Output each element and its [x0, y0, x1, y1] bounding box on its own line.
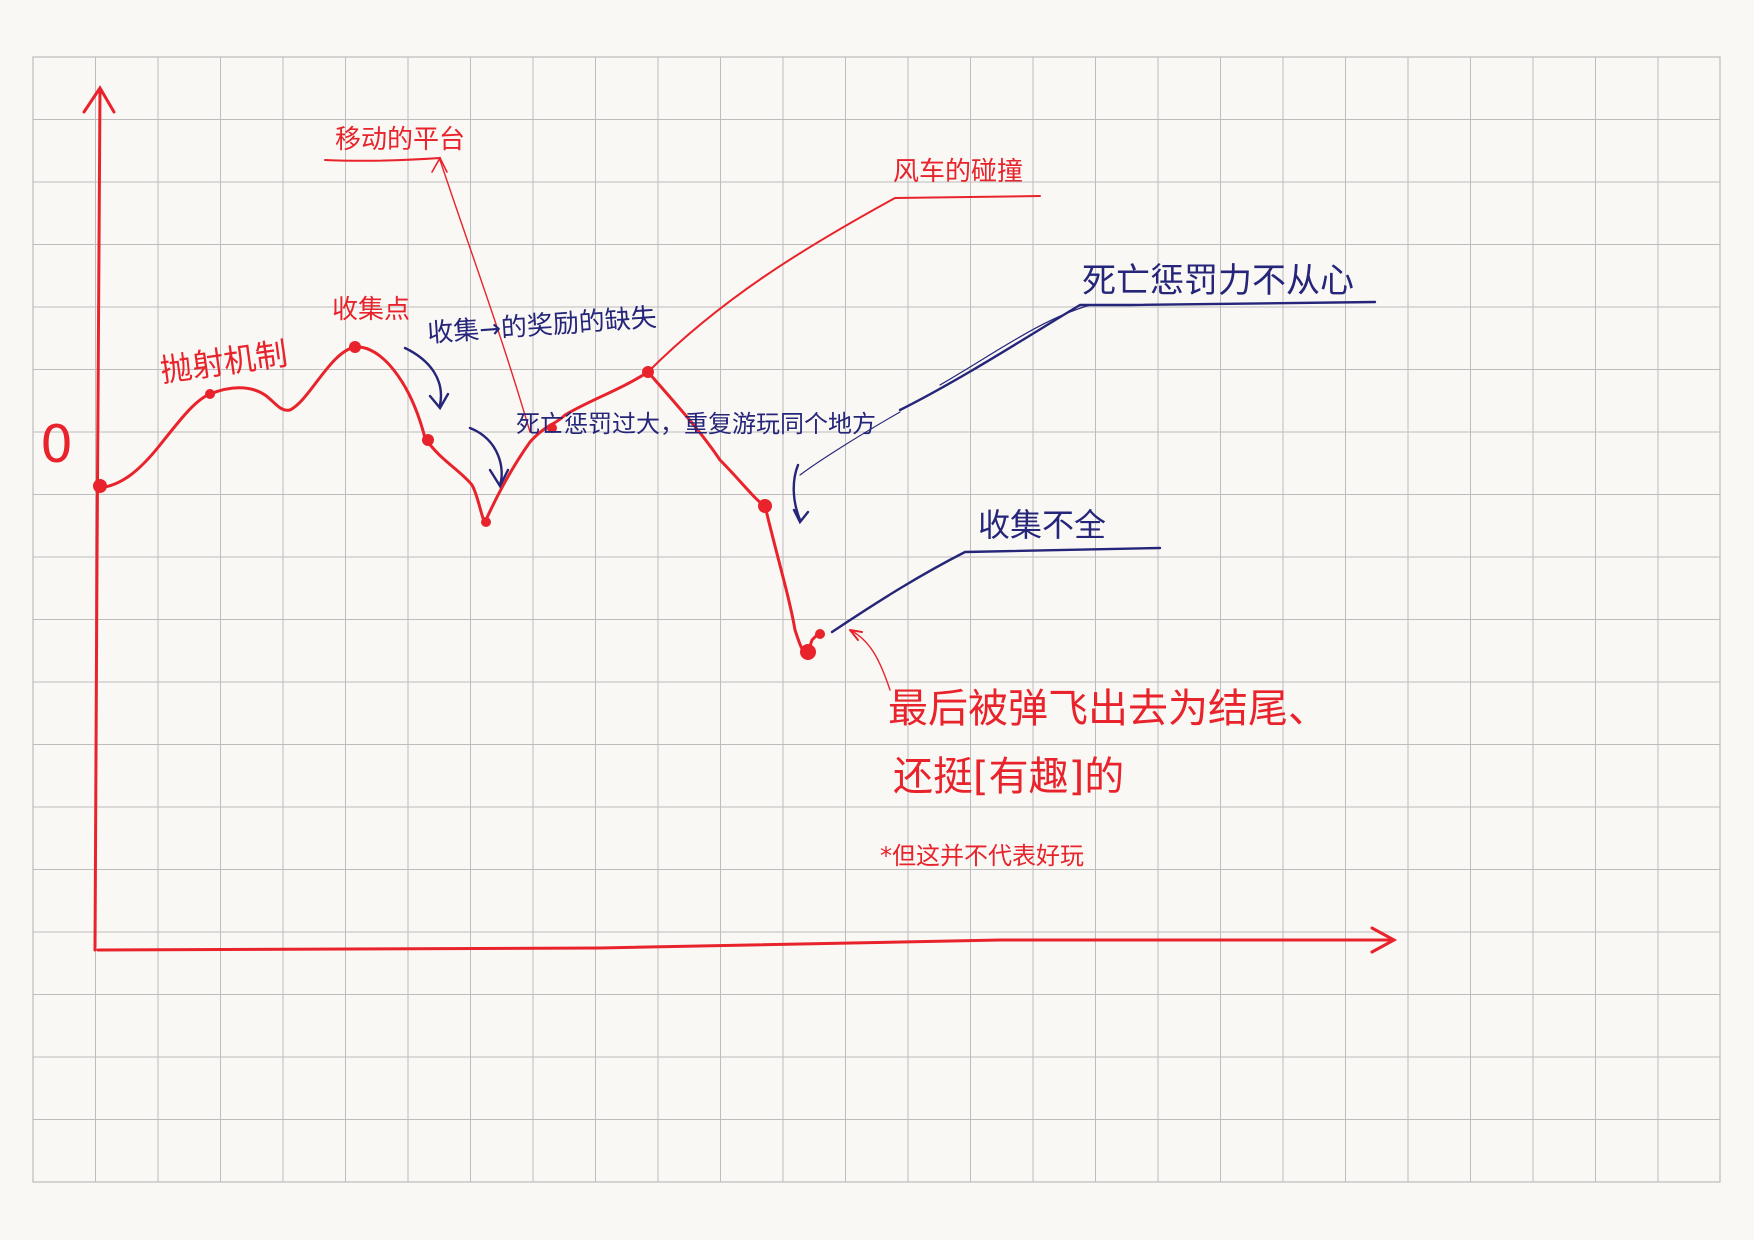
key-points: [93, 341, 825, 660]
curved-arrow-valley: [468, 426, 510, 489]
point-end-2: [815, 629, 825, 639]
label-collect-point: 收集点: [332, 295, 410, 325]
point-end: [800, 644, 816, 660]
graph-paper-grid: [32, 56, 1721, 1183]
label-collect-reward: 收集→的奖励的缺失: [426, 303, 657, 349]
point-mid: [547, 423, 557, 433]
leader-death-penalty-weak: [898, 300, 1377, 412]
leader-penalty-to-drop: [799, 411, 901, 476]
label-windmill-collision: 风车的碰撞: [893, 157, 1023, 187]
point-death: [758, 499, 772, 513]
point-collect: [349, 341, 361, 353]
label-footnote: *但这并不代表好玩: [880, 842, 1084, 870]
point-launch: [205, 389, 215, 399]
leader-moving-platform-arrow: [431, 156, 448, 173]
curved-arrow-collect: [403, 346, 450, 411]
drop-bracket: [792, 463, 810, 525]
origin-label: 0: [40, 415, 73, 475]
label-launch-mechanism: 抛射机制: [158, 334, 290, 389]
y-axis: [93, 88, 102, 952]
label-moving-platform: 移动的平台: [335, 125, 465, 155]
label-death-penalty-weak: 死亡惩罚力不从心: [1082, 261, 1354, 301]
label-ending-line1: 最后被弹飞出去为结尾、: [888, 686, 1328, 732]
point-valley: [481, 517, 491, 527]
experience-curve: [93, 345, 810, 654]
axes: [82, 85, 1398, 954]
label-collect-incomplete: 收集不全: [978, 506, 1106, 544]
leader-moving-platform: [439, 159, 531, 433]
label-ending-line2: 还挺[有趣]的: [893, 754, 1124, 800]
leader-windmill: [647, 195, 1041, 373]
y-axis-arrow: [82, 85, 116, 114]
start-point: [93, 479, 107, 493]
underline-moving-platform: [324, 157, 441, 162]
leader-death-penalty-weak-2: [939, 304, 1091, 386]
point-drop: [422, 434, 434, 446]
x-axis: [96, 938, 1392, 952]
blue-annotation-lines: [403, 300, 1377, 634]
label-death-penalty: 死亡惩罚过大，重复游玩同个地方: [516, 410, 876, 438]
leader-ending: [849, 629, 891, 691]
x-axis-arrow: [1370, 926, 1398, 954]
red-leader-lines: [324, 156, 1041, 691]
leader-collect-incomplete: [830, 546, 1162, 634]
